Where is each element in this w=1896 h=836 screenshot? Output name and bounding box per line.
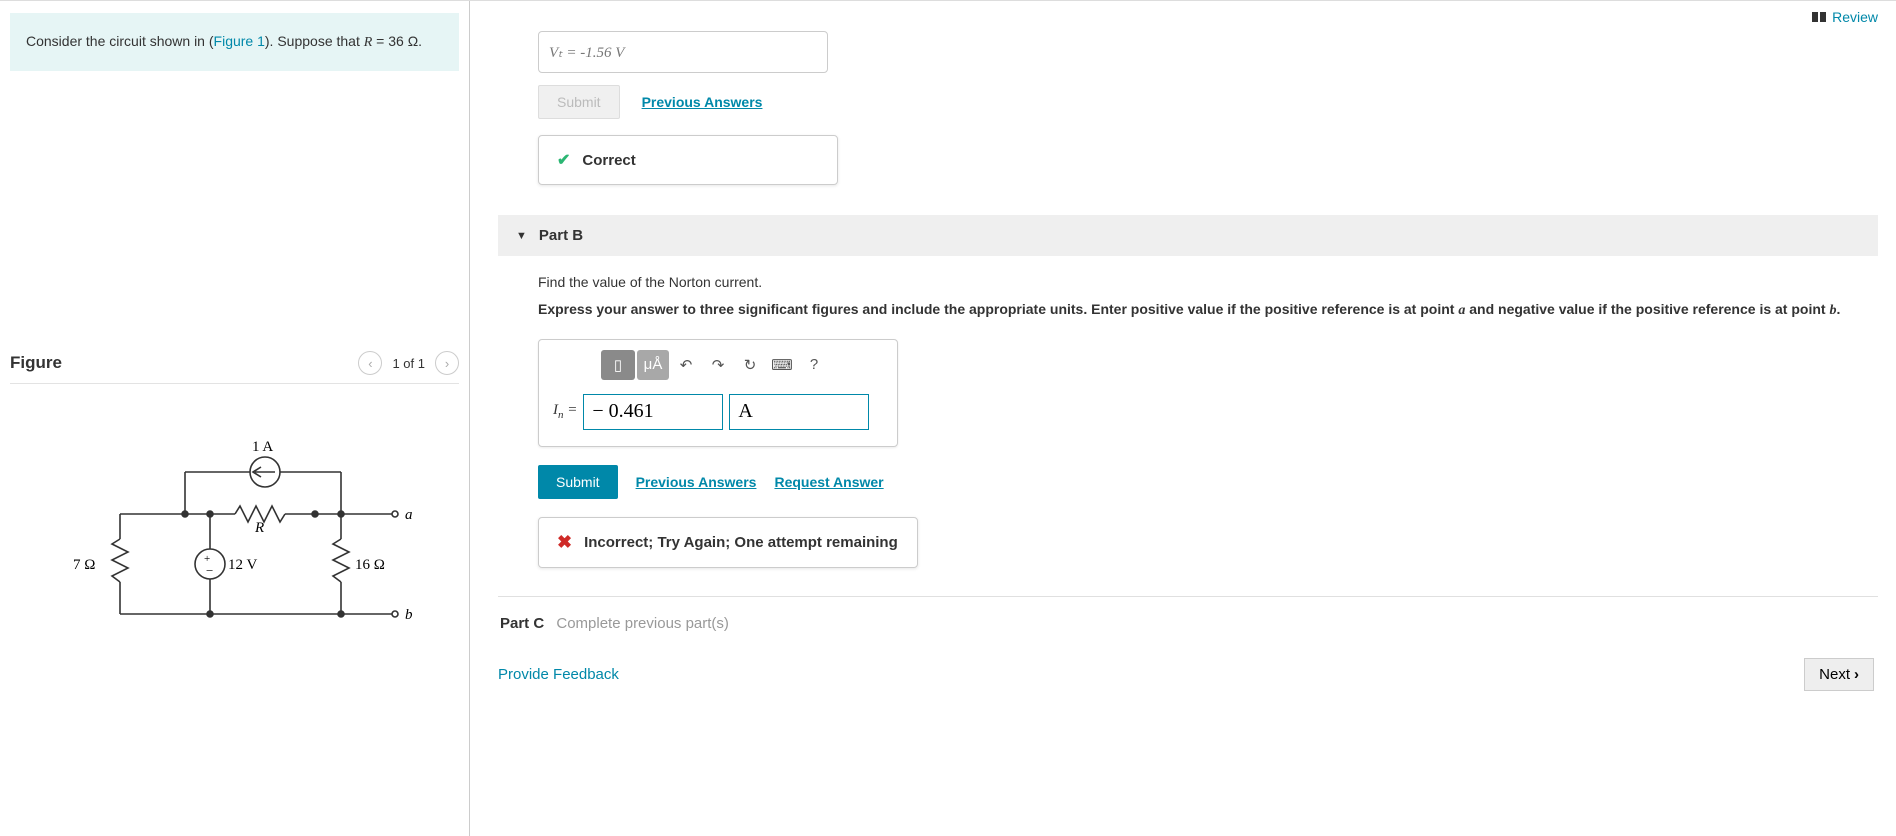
answer-input-row: In =	[553, 394, 883, 430]
keyboard-button[interactable]: ⌨	[767, 350, 797, 380]
template-tool-button[interactable]: ▯	[601, 350, 635, 380]
figure-body: 1 A R 7 Ω 12 V + − 16 Ω a b	[10, 384, 459, 836]
circuit-node-a: a	[405, 507, 413, 523]
check-icon: ✔	[557, 150, 570, 170]
chevron-down-icon: ▼	[516, 230, 527, 242]
figure-nav-label: 1 of 1	[392, 356, 425, 371]
request-answer-link[interactable]: Request Answer	[774, 474, 883, 490]
intro-text-2: ). Suppose that	[265, 33, 364, 49]
problem-intro: Consider the circuit shown in (Figure 1)…	[10, 13, 459, 71]
chevron-right-icon: ›	[1854, 666, 1859, 683]
circuit-diagram: 1 A R 7 Ω 12 V + − 16 Ω a b	[55, 434, 415, 644]
intro-text-1: Consider the circuit shown in (	[26, 33, 214, 49]
answer-variable-label: In =	[553, 402, 577, 421]
part-a-answer-box: Vₜ = -1.56 V	[538, 31, 828, 73]
intro-var: R	[364, 35, 373, 50]
circuit-node-b: b	[405, 607, 413, 623]
part-b-title: Part B	[539, 227, 583, 244]
answer-editor: ▯ μÅ ↶ ↷ ↻ ⌨ ? In =	[538, 339, 898, 447]
part-b-instruction: Find the value of the Norton current.	[538, 274, 1878, 290]
figure-title: Figure	[10, 353, 62, 373]
var-eq: =	[564, 402, 578, 418]
reset-button[interactable]: ↻	[735, 350, 765, 380]
answer-unit-input[interactable]	[729, 394, 869, 430]
answer-toolbar: ▯ μÅ ↶ ↷ ↻ ⌨ ?	[601, 350, 883, 380]
answer-value-input[interactable]	[583, 394, 723, 430]
instr-bold-3: .	[1836, 301, 1840, 317]
left-panel: Consider the circuit shown in (Figure 1)…	[0, 1, 470, 836]
right-panel: Review Vₜ = -1.56 V Submit Previous Answ…	[470, 1, 1896, 836]
part-c-row: Part C Complete previous part(s)	[498, 615, 1878, 632]
part-a-feedback-text: Correct	[582, 152, 635, 169]
next-button[interactable]: Next ›	[1804, 658, 1874, 691]
part-b-prev-answers-link[interactable]: Previous Answers	[636, 474, 757, 490]
part-b-submit-button[interactable]: Submit	[538, 465, 618, 499]
divider	[498, 596, 1878, 597]
circuit-r-label: R	[254, 520, 264, 536]
part-c-msg: Complete previous part(s)	[556, 615, 729, 632]
next-label: Next	[1819, 666, 1850, 683]
part-b-feedback: ✖ Incorrect; Try Again; One attempt rema…	[538, 517, 918, 568]
undo-button[interactable]: ↶	[671, 350, 701, 380]
part-b-feedback-text: Incorrect; Try Again; One attempt remain…	[584, 534, 898, 551]
review-link[interactable]: Review	[1812, 9, 1878, 25]
provide-feedback-link[interactable]: Provide Feedback	[498, 666, 619, 683]
footer-row: Provide Feedback Next ›	[498, 658, 1878, 691]
part-c-label: Part C	[500, 615, 544, 632]
figure-link[interactable]: Figure 1	[214, 33, 265, 49]
part-a-submit-button: Submit	[538, 85, 620, 119]
instr-bold-2: and negative value if the positive refer…	[1465, 301, 1829, 317]
review-label: Review	[1832, 9, 1878, 25]
part-a-feedback: ✔ Correct	[538, 135, 838, 185]
redo-button[interactable]: ↷	[703, 350, 733, 380]
figure-header: Figure ‹ 1 of 1 ›	[10, 351, 459, 384]
svg-text:−: −	[206, 563, 213, 578]
part-b-header[interactable]: ▼ Part B	[498, 215, 1878, 256]
part-a-prev-answers-link[interactable]: Previous Answers	[642, 94, 763, 110]
instr-bold-1: Express your answer to three significant…	[538, 301, 1458, 317]
part-a-prev-value: Vₜ = -1.56 V	[549, 43, 624, 62]
circuit-isrc-label: 1 A	[252, 439, 273, 455]
figure-prev-button[interactable]: ‹	[358, 351, 382, 375]
figure-next-button[interactable]: ›	[435, 351, 459, 375]
intro-eq: = 36 Ω.	[372, 33, 422, 49]
part-b-actions: Submit Previous Answers Request Answer	[538, 465, 1878, 499]
part-b-instruction-bold: Express your answer to three significant…	[538, 300, 1878, 321]
help-button[interactable]: ?	[799, 350, 829, 380]
circuit-rleft-label: 7 Ω	[73, 557, 95, 573]
units-tool-button[interactable]: μÅ	[637, 350, 669, 380]
x-icon: ✖	[557, 532, 572, 553]
review-icon	[1812, 12, 1826, 22]
circuit-rright-label: 16 Ω	[355, 557, 385, 573]
circuit-vsrc-label: 12 V	[228, 557, 257, 573]
part-b-body: Find the value of the Norton current. Ex…	[498, 274, 1878, 568]
figure-nav: ‹ 1 of 1 ›	[358, 351, 459, 375]
part-a-actions: Submit Previous Answers	[538, 85, 1878, 119]
